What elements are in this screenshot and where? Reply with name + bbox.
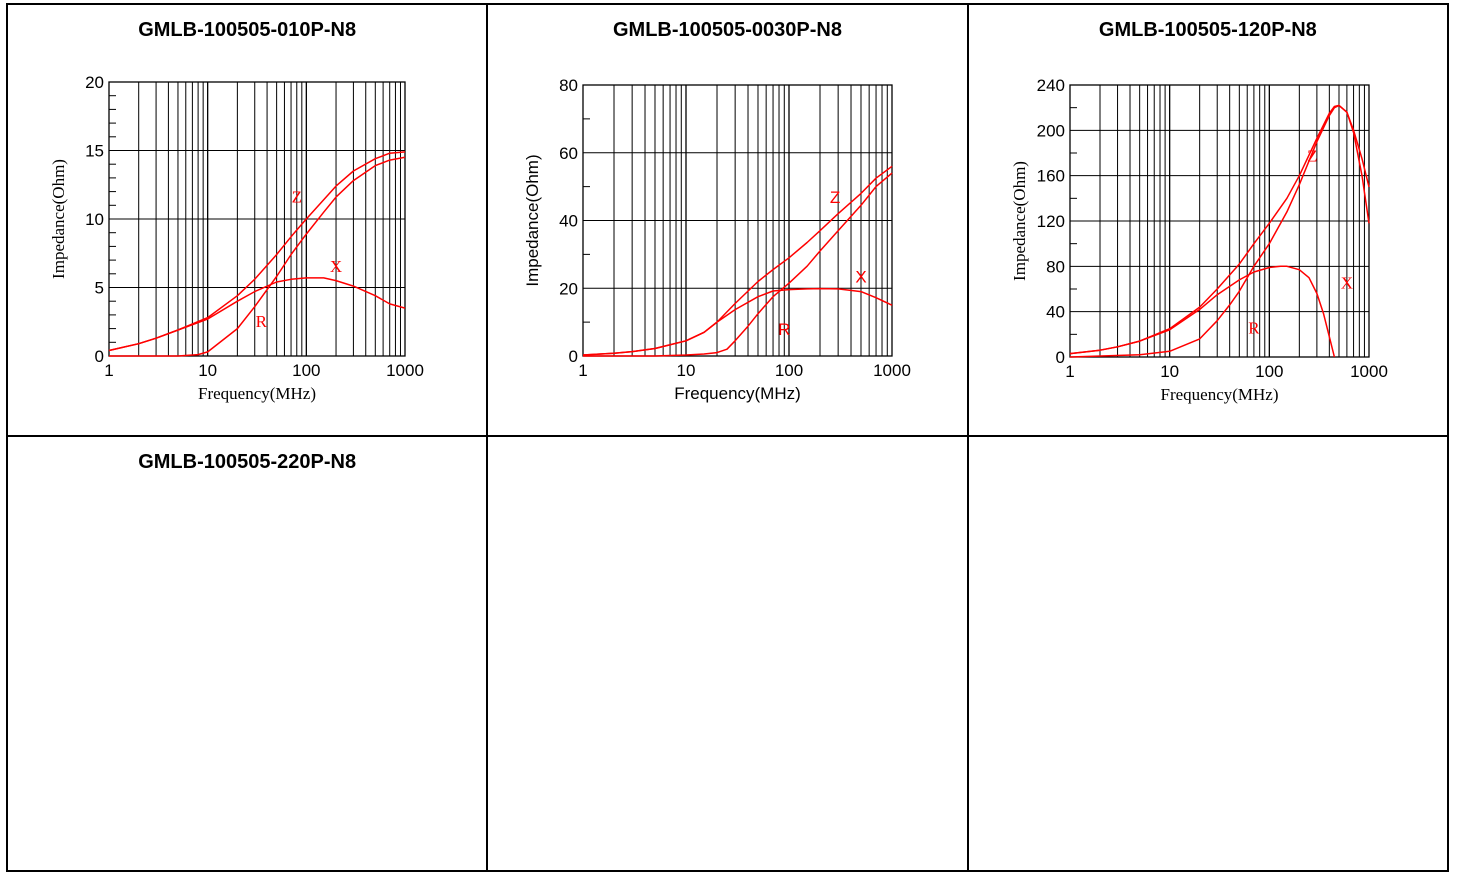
x-tick-label: 10 xyxy=(1160,362,1179,381)
chart-cell-1: GMLB-100505-010P-N8 Z X R 1 10 100 1000 0 5 10 15 20… xyxy=(5,3,489,437)
impedance-chart-3: Z X R 1 10 100 1000 0 40 80 120 160 200 240 Frequency(… xyxy=(1010,76,1388,404)
chart-title: GMLB-100505-010P-N8 xyxy=(138,19,357,41)
y-tick-label: 240 xyxy=(1036,76,1064,95)
series-label-z: Z xyxy=(1307,146,1317,165)
y-tick-label: 120 xyxy=(1036,212,1064,231)
y-tick-label: 15 xyxy=(85,142,104,161)
x-tick-label: 100 xyxy=(1255,362,1283,381)
series-line-x xyxy=(108,277,406,352)
grid-lines xyxy=(109,82,405,356)
y-axis-label: Impedance(Ohm) xyxy=(1010,161,1029,281)
x-tick-label: 1 xyxy=(579,361,588,380)
x-tick-label: 1 xyxy=(1065,362,1074,381)
x-tick-label: 100 xyxy=(775,361,803,380)
x-tick-label: 1000 xyxy=(386,361,424,380)
plot-frame xyxy=(582,84,893,357)
grid-lines xyxy=(1069,85,1369,357)
impedance-chart-4: ZXR11010010000100200300400500600Frequenc… xyxy=(8,437,489,872)
chart-cell-4: GMLB-100505-220P-N8ZXR110100100001002003… xyxy=(5,435,489,872)
y-tick-label: 0 xyxy=(569,347,578,366)
x-axis-label: Frequency(MHz) xyxy=(675,384,802,403)
y-axis-label: Impedance(Ohm) xyxy=(523,154,542,286)
plot-frame xyxy=(108,81,406,357)
chart-title: GMLB-100505-220P-N8 xyxy=(138,451,357,473)
empty-cell-1 xyxy=(486,435,969,872)
series-label-z: Z xyxy=(830,188,840,207)
y-tick-label: 0 xyxy=(1055,348,1064,367)
series-label-r: R xyxy=(778,320,790,339)
y-tick-label: 60 xyxy=(559,144,578,163)
series-label-x: X xyxy=(330,257,342,276)
x-tick-label: 1 xyxy=(104,361,113,380)
y-tick-label: 20 xyxy=(85,73,104,92)
y-axis-label: Impedance(Ohm) xyxy=(49,159,68,279)
x-tick-label: 1000 xyxy=(873,361,911,380)
series-line-x xyxy=(583,287,893,356)
grid-lines xyxy=(583,85,893,356)
impedance-chart-2: Z X R 1 10 100 1000 0 20 40 60 80 Frequency(MHz) Impe… xyxy=(523,76,911,403)
series-line-r xyxy=(583,172,893,357)
chart-cell-3: GMLB-100505-120P-N8 Z X R 1 10 100 1000 0 40 80 120… xyxy=(966,3,1450,437)
y-tick-label: 200 xyxy=(1036,121,1064,140)
x-axis-label: Frequency(MHz) xyxy=(1160,385,1278,404)
x-axis-label: Frequency(MHz) xyxy=(198,384,316,403)
series-label-r: R xyxy=(1248,319,1260,338)
impedance-chart-1: Z X R 1 10 100 1000 0 5 10 15 20 Frequency(MHz) Imped… xyxy=(49,73,424,403)
y-tick-label: 80 xyxy=(559,76,578,95)
x-tick-label: 10 xyxy=(198,361,217,380)
y-tick-label: 0 xyxy=(95,347,104,366)
y-tick-label: 40 xyxy=(559,212,578,231)
series-line-r xyxy=(109,156,406,357)
series-line-x xyxy=(1069,265,1335,358)
y-tick-label: 20 xyxy=(559,279,578,298)
y-tick-label: 80 xyxy=(1046,257,1065,276)
chart-cell-2: GMLB-100505-0030P-N8 Z X R 1 10 100 1000 0 20 40 60… xyxy=(486,3,969,437)
x-tick-label: 1000 xyxy=(1350,362,1388,381)
chart-title: GMLB-100505-0030P-N8 xyxy=(612,19,842,41)
empty-cell-2 xyxy=(966,435,1450,872)
series-line-r xyxy=(1069,104,1370,358)
series-label-x: X xyxy=(856,268,867,287)
y-tick-label: 10 xyxy=(85,210,104,229)
series-label-z: Z xyxy=(292,187,302,206)
y-tick-label: 5 xyxy=(95,279,104,298)
series-line-z xyxy=(583,165,893,356)
series-label-x: X xyxy=(1340,273,1352,292)
chart-title: GMLB-100505-120P-N8 xyxy=(1098,19,1317,41)
series-label-r: R xyxy=(256,312,268,331)
x-tick-label: 10 xyxy=(677,361,696,380)
y-tick-label: 40 xyxy=(1046,303,1065,322)
x-tick-label: 100 xyxy=(292,361,320,380)
y-tick-label: 160 xyxy=(1036,167,1064,186)
chart-grid-table: GMLB-100505-010P-N8 Z X R 1 10 100 1000 0 5 10 15 20… xyxy=(5,3,1450,872)
